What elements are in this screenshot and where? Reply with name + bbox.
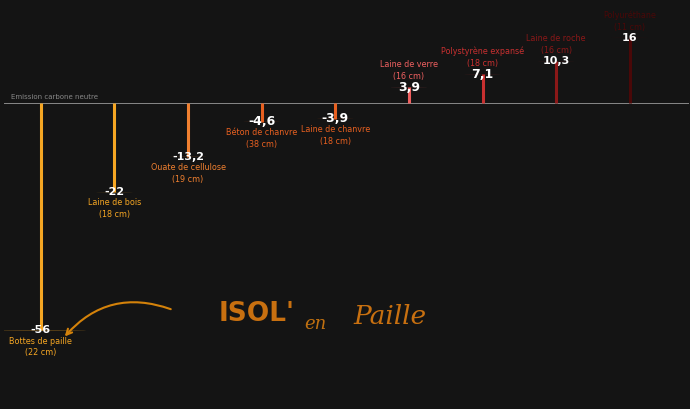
Text: Béton de chanvre
(38 cm): Béton de chanvre (38 cm): [226, 128, 297, 148]
Text: en: en: [304, 315, 326, 333]
Text: Paille: Paille: [354, 304, 427, 329]
Text: -56: -56: [31, 326, 51, 335]
Text: -22: -22: [104, 187, 125, 197]
Text: -13,2: -13,2: [172, 152, 204, 162]
Text: 16: 16: [622, 33, 638, 43]
Text: -4,6: -4,6: [248, 115, 275, 128]
Text: -3,9: -3,9: [322, 112, 349, 125]
Text: Laine de roche
(16 cm): Laine de roche (16 cm): [526, 34, 586, 55]
Text: Laine de verre
(16 cm): Laine de verre (16 cm): [380, 60, 438, 81]
Text: Emission carbone neutre: Emission carbone neutre: [12, 94, 99, 100]
Text: 3,9: 3,9: [398, 81, 420, 94]
Text: Laine de bois
(18 cm): Laine de bois (18 cm): [88, 198, 141, 219]
Text: 10,3: 10,3: [542, 56, 570, 66]
Text: Polystyrène expansé
(18 cm): Polystyrène expansé (18 cm): [441, 47, 524, 68]
Text: Polyuréthane
(11 cm): Polyuréthane (11 cm): [603, 11, 656, 32]
Text: ISOL': ISOL': [219, 301, 295, 327]
Text: Bottes de paille
(22 cm): Bottes de paille (22 cm): [10, 337, 72, 357]
Text: 7,1: 7,1: [471, 67, 493, 81]
Text: Laine de chanvre
(18 cm): Laine de chanvre (18 cm): [301, 125, 370, 146]
Text: Ouate de cellulose
(19 cm): Ouate de cellulose (19 cm): [150, 163, 226, 184]
